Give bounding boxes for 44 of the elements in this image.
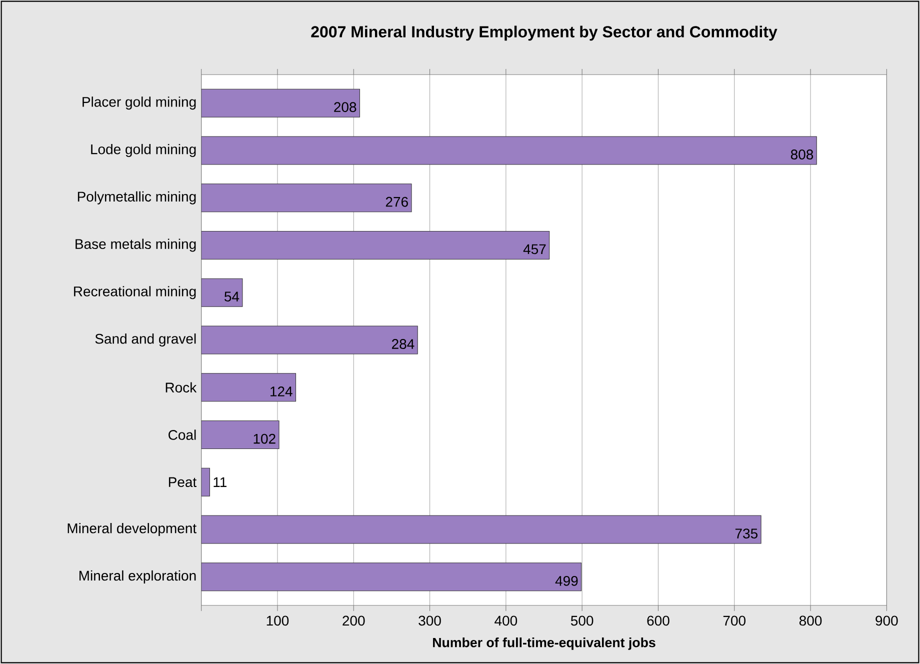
bar — [201, 88, 360, 118]
bar — [201, 562, 582, 592]
bar — [201, 184, 412, 212]
y-tick-label: Polymetallic mining — [78, 191, 196, 204]
bar — [201, 515, 762, 544]
y-tick-label: Coal — [168, 430, 196, 440]
bar — [201, 420, 280, 450]
x-tick-label: 600 — [647, 616, 670, 626]
y-tick-label: Placer gold mining — [82, 96, 196, 110]
data-label: 208 — [334, 102, 356, 112]
y-tick-label: Base metals mining — [76, 238, 196, 252]
x-axis-title: Number of full-time-equivalent jobs — [433, 637, 656, 650]
y-tick-label: Lode gold mining — [91, 144, 196, 158]
y-tick-label: Peat — [168, 477, 197, 488]
y-tick-label: Sand and gravel — [95, 333, 196, 347]
bar — [201, 468, 210, 496]
bar — [201, 326, 418, 354]
x-tick-label: 500 — [570, 616, 594, 626]
data-label: 124 — [270, 386, 292, 396]
data-label: 735 — [735, 528, 758, 538]
data-label: 499 — [555, 576, 578, 586]
bar — [201, 230, 550, 260]
y-tick-label: Recreational mining — [74, 286, 196, 300]
x-tick-label: 300 — [418, 616, 441, 626]
data-label: 11 — [214, 477, 226, 487]
data-label: 102 — [254, 434, 276, 444]
bar — [201, 278, 243, 307]
chart-title: 2007 Mineral Industry Employment by Sector and Commodity — [311, 26, 778, 41]
x-tick-label: 800 — [799, 616, 822, 626]
y-tick-label: Mineral exploration — [79, 570, 196, 584]
x-tick-label: 200 — [342, 616, 365, 626]
bar — [201, 136, 817, 165]
data-label: 457 — [523, 244, 546, 254]
data-label: 54 — [224, 292, 240, 302]
x-tick-label: 900 — [876, 616, 898, 626]
x-tick-label: 700 — [723, 616, 746, 626]
bar — [201, 373, 296, 402]
data-label: 284 — [392, 339, 414, 349]
x-tick-label: 100 — [266, 616, 289, 626]
data-label: 276 — [386, 196, 408, 207]
y-tick-label: Rock — [166, 382, 197, 393]
data-label: 808 — [790, 150, 814, 160]
x-tick-label: 400 — [494, 616, 518, 626]
y-tick-label: Mineral development — [68, 523, 196, 536]
